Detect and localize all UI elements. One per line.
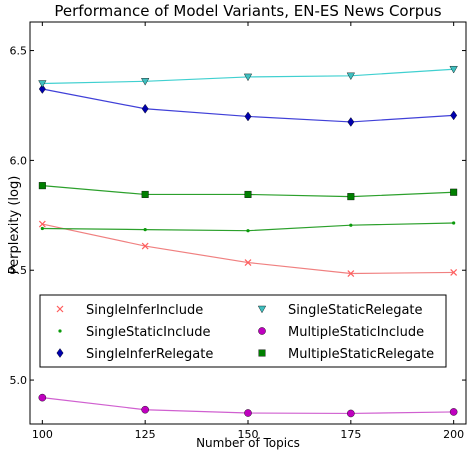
series-multiple-static-include (38, 393, 458, 418)
y-tick-label: 5.5 (10, 264, 28, 277)
data-point-single-static-relegate (141, 78, 150, 86)
series-layer (38, 66, 458, 418)
data-point-multiple-static-relegate (38, 182, 46, 190)
legend-label-multiple-static-relegate: MultipleStaticRelegate (288, 347, 434, 362)
legend-entry-single-static-relegate: SingleStaticRelegate (257, 303, 423, 318)
data-point-single-infer-include (141, 242, 149, 250)
x-tick-label: 175 (340, 428, 361, 441)
data-point-single-infer-relegate (244, 111, 252, 122)
y-tick-label: 5.0 (10, 374, 28, 387)
data-point-multiple-static-relegate (347, 193, 355, 201)
legend-entry-single-infer-include: SingleInferInclude (56, 303, 203, 318)
legend-marker-single-static-relegate (257, 305, 267, 314)
series-single-static-include (40, 221, 456, 233)
data-point-multiple-static-include (449, 408, 458, 416)
legend-label-single-infer-include: SingleInferInclude (86, 303, 203, 318)
legend-marker-multiple-static-include (258, 327, 266, 335)
data-point-single-static-include (40, 226, 44, 231)
legend-entry-single-infer-relegate: SingleInferRelegate (56, 347, 213, 362)
data-point-single-infer-relegate (347, 117, 355, 127)
legend-entry-multiple-static-relegate: MultipleStaticRelegate (258, 347, 434, 362)
data-point-multiple-static-relegate (244, 190, 252, 198)
data-point-multiple-static-include (244, 409, 252, 417)
legend-entry-multiple-static-include: MultipleStaticInclude (258, 325, 424, 340)
legend-marker-single-infer-include (56, 305, 64, 313)
x-tick-label: 100 (32, 428, 53, 441)
data-point-single-static-relegate (346, 72, 355, 81)
legend-label-single-static-relegate: SingleStaticRelegate (288, 303, 423, 318)
legend-entry-single-static-include: SingleStaticInclude (58, 325, 210, 340)
data-point-single-static-include (246, 229, 250, 233)
x-tick-label: 200 (443, 428, 464, 441)
data-point-single-infer-include (244, 259, 252, 266)
data-point-multiple-static-relegate (450, 188, 458, 196)
data-point-multiple-static-relegate (141, 190, 149, 198)
legend-label-single-infer-relegate: SingleInferRelegate (86, 347, 213, 362)
data-point-single-static-include (349, 223, 353, 227)
data-point-single-infer-include (450, 269, 458, 276)
series-multiple-static-relegate (38, 182, 458, 201)
data-point-single-infer-include (38, 220, 46, 228)
data-point-single-infer-include (347, 270, 355, 277)
data-point-multiple-static-include (141, 405, 149, 414)
series-single-static-relegate (38, 66, 458, 88)
x-tick-label: 125 (135, 428, 156, 441)
y-tick-label: 6.0 (10, 154, 28, 167)
y-tick-label: 6.5 (10, 45, 28, 58)
data-point-single-static-include (143, 227, 147, 232)
data-point-single-static-include (452, 221, 456, 225)
data-point-single-infer-relegate (141, 103, 149, 114)
data-point-multiple-static-include (347, 409, 355, 418)
data-point-single-infer-relegate (38, 84, 46, 94)
data-point-single-infer-relegate (450, 110, 458, 121)
legend-box (39, 294, 447, 368)
legend-marker-multiple-static-relegate (258, 349, 266, 357)
legend-marker-single-static-include (58, 329, 62, 333)
legend-marker-single-infer-relegate (56, 348, 64, 358)
legend: SingleInferInclude SingleStaticInclude Sin… (39, 294, 447, 368)
axis-ticks: 100 125 150 175 200 5.0 5.5 6.0 6.5 (10, 22, 466, 441)
x-axis-label: Number of Topics (196, 436, 300, 450)
data-point-multiple-static-include (38, 393, 47, 402)
data-point-single-static-relegate (243, 73, 253, 82)
legend-label-multiple-static-include: MultipleStaticInclude (288, 325, 424, 340)
legend-label-single-static-include: SingleStaticInclude (86, 325, 210, 340)
data-point-single-static-relegate (38, 80, 47, 88)
series-single-infer-relegate (38, 84, 458, 127)
series-single-infer-include (38, 220, 458, 277)
y-axis-label: Perplexity (log) (7, 176, 22, 275)
data-point-single-static-relegate (449, 66, 458, 74)
chart-title: Performance of Model Variants, EN-ES New… (54, 2, 441, 20)
x-tick-label: 150 (238, 428, 259, 441)
